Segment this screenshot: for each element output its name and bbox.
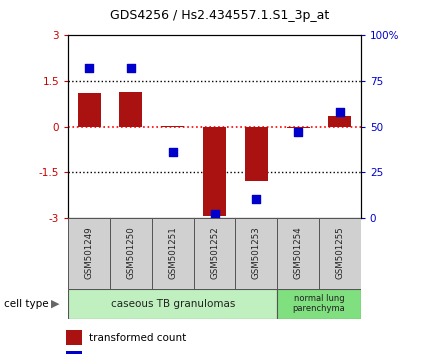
- Text: GSM501249: GSM501249: [84, 227, 94, 279]
- Point: [85, 65, 93, 71]
- Bar: [66, 351, 82, 354]
- Text: GSM501253: GSM501253: [252, 227, 261, 280]
- Bar: [286, 127, 310, 128]
- Text: GDS4256 / Hs2.434557.1.S1_3p_at: GDS4256 / Hs2.434557.1.S1_3p_at: [110, 9, 330, 22]
- Bar: [110, 218, 152, 289]
- Text: GSM501251: GSM501251: [168, 227, 177, 280]
- Bar: [319, 218, 361, 289]
- Bar: [68, 218, 110, 289]
- Bar: [68, 289, 277, 319]
- Bar: [152, 218, 194, 289]
- Bar: [328, 116, 352, 127]
- Point: [337, 109, 344, 115]
- Text: cell type: cell type: [4, 298, 49, 309]
- Text: GSM501255: GSM501255: [335, 227, 345, 280]
- Bar: [235, 218, 277, 289]
- Bar: [161, 126, 184, 127]
- Bar: [277, 218, 319, 289]
- Point: [295, 129, 302, 135]
- Point: [169, 149, 176, 155]
- Bar: [203, 127, 226, 216]
- Text: GSM501254: GSM501254: [293, 227, 303, 280]
- Point: [211, 211, 218, 217]
- Bar: [66, 330, 82, 345]
- Text: transformed count: transformed count: [89, 332, 187, 343]
- Text: GSM501250: GSM501250: [126, 227, 136, 280]
- Text: normal lung
parenchyma: normal lung parenchyma: [293, 294, 345, 313]
- Bar: [194, 218, 235, 289]
- Point: [253, 197, 260, 202]
- Bar: [277, 289, 361, 319]
- Text: ▶: ▶: [51, 298, 59, 309]
- Text: caseous TB granulomas: caseous TB granulomas: [110, 298, 235, 309]
- Text: GSM501252: GSM501252: [210, 227, 219, 280]
- Bar: [245, 127, 268, 181]
- Point: [128, 65, 135, 71]
- Bar: [77, 93, 101, 127]
- Bar: [119, 92, 143, 127]
